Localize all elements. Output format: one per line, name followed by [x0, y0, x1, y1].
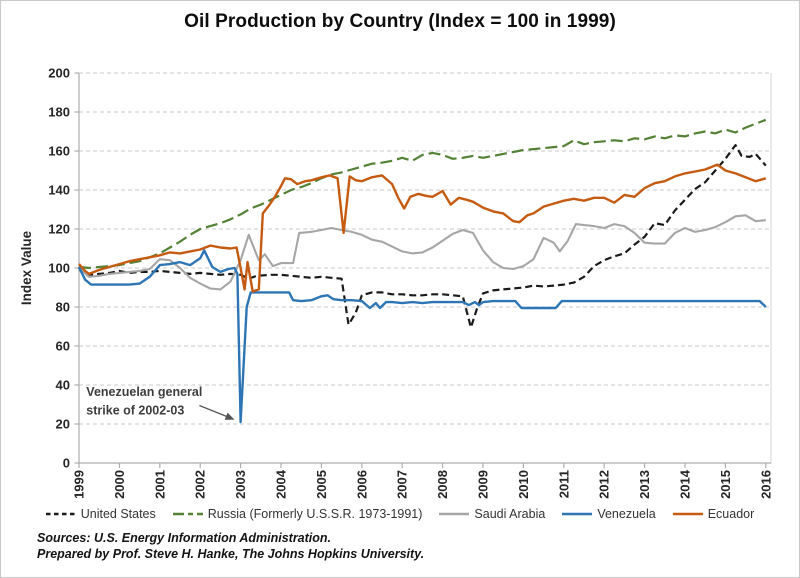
annotation-text-line-2: strike of 2002-03 [86, 403, 184, 417]
y-tick-label: 160 [48, 144, 70, 159]
series-line-saudi-arabia [78, 214, 766, 291]
y-tick-label: 180 [48, 105, 70, 120]
chart-legend: United States Russia (Formerly U.S.S.R. 1… [1, 507, 799, 521]
x-tick-label: 2000 [112, 470, 127, 499]
series-line-venezuela [77, 249, 767, 424]
y-axis-title: Index Value [19, 230, 34, 305]
legend-label: United States [80, 507, 156, 521]
legend-label: Ecuador [707, 507, 755, 521]
x-tick-label: 1999 [72, 470, 87, 499]
legend-line-sample-venezuela [562, 512, 593, 516]
x-tick-label: 2008 [435, 470, 450, 499]
legend-line-sample-saudi-arabia [439, 512, 470, 516]
source-line-1: Sources: U.S. Energy Information Adminis… [37, 531, 332, 545]
legend-label: Russia (Formerly U.S.S.R. 1973-1991) [207, 507, 423, 521]
x-tick-label: 2013 [637, 470, 652, 499]
chart-title: Oil Production by Country (Index = 100 i… [184, 11, 616, 32]
series-line-russia-formerly-u-s-s-r-1973-1991 [78, 118, 767, 270]
x-tick-label: 2009 [476, 470, 491, 499]
y-tick-label: 0 [63, 456, 70, 471]
legend-item-saudi-arabia: Saudi Arabia [439, 507, 545, 521]
x-tick-label: 2007 [395, 470, 410, 499]
x-tick-label: 2005 [314, 470, 329, 499]
x-tick-label: 2010 [516, 470, 531, 499]
y-tick-label: 40 [56, 378, 70, 393]
x-tick-label: 2015 [718, 470, 733, 499]
series-line-ecuador [78, 163, 767, 293]
y-tick-label: 200 [48, 66, 70, 81]
legend-item-venezuela: Venezuela [562, 507, 656, 521]
annotation-arrow [199, 404, 235, 420]
x-tick-label: 2016 [758, 470, 773, 499]
y-tick-label: 140 [48, 183, 70, 198]
source-line-2: Prepared by Prof. Steve H. Hanke, The Jo… [37, 547, 425, 561]
source-note: Sources: U.S. Energy Information Adminis… [37, 530, 424, 562]
legend-item-united-states: United States [45, 507, 156, 521]
x-tick-label: 2002 [193, 470, 208, 499]
x-tick-label: 2014 [678, 469, 693, 499]
x-tick-label: 2011 [556, 470, 571, 498]
x-tick-label: 2004 [274, 469, 289, 499]
y-tick-label: 100 [48, 261, 70, 276]
legend-label: Saudi Arabia [474, 507, 546, 521]
legend-label: Venezuela [597, 507, 656, 521]
series-line-united-states [78, 144, 767, 329]
x-tick-label: 2001 [152, 470, 167, 499]
legend-item-russia-formerly-u-s-s-r-1973-1991: Russia (Formerly U.S.S.R. 1973-1991) [172, 507, 423, 521]
legend-line-sample-ecuador [672, 512, 703, 516]
y-tick-label: 60 [56, 339, 70, 354]
legend-item-ecuador: Ecuador [672, 507, 755, 521]
x-tick-label: 2012 [597, 470, 612, 499]
x-tick-label: 2006 [354, 470, 369, 499]
x-tick-label: 2003 [233, 470, 248, 499]
y-tick-label: 20 [56, 417, 70, 432]
legend-line-sample-russia-formerly-u-s-s-r-1973-1991 [172, 512, 203, 516]
y-tick-label: 80 [56, 300, 70, 315]
annotation-text-line-1: Venezuelan general [86, 385, 202, 399]
legend-line-sample-united-states [45, 512, 76, 516]
y-tick-label: 120 [48, 222, 70, 237]
